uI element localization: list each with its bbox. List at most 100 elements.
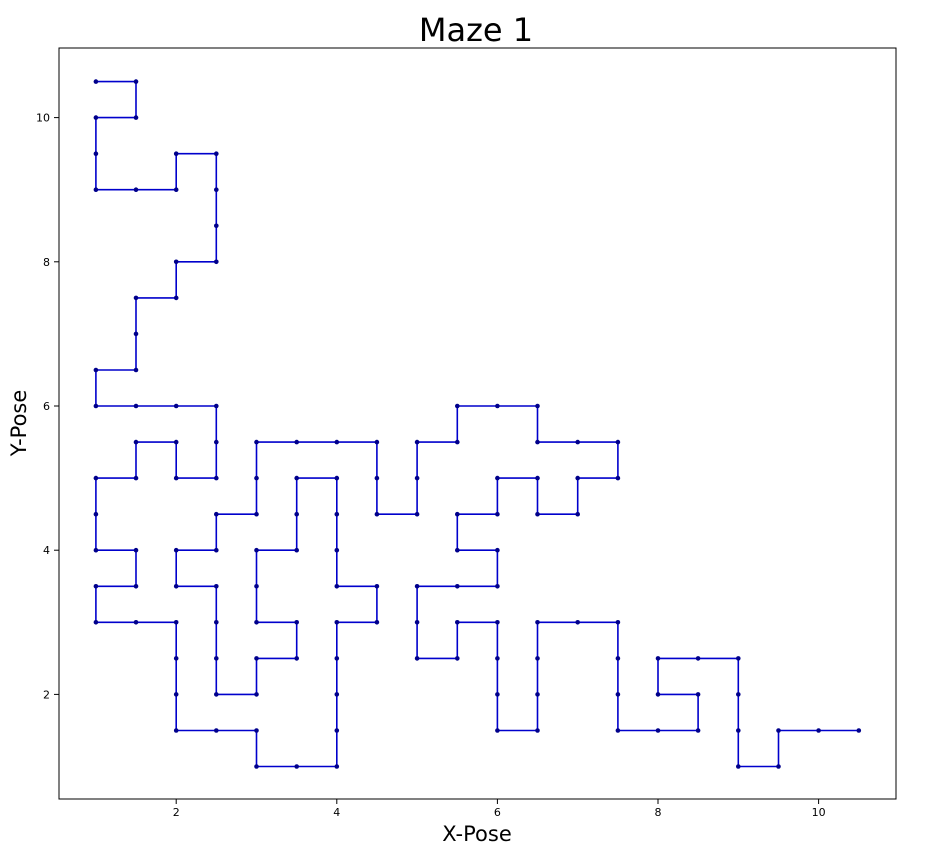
waypoint-marker (495, 584, 500, 589)
waypoint-marker (173, 692, 179, 697)
waypoint-marker (133, 367, 139, 373)
waypoint-marker (495, 475, 500, 481)
waypoint-marker (173, 295, 179, 301)
waypoint-marker (535, 511, 540, 517)
waypoint-marker (214, 620, 219, 625)
waypoint-marker (495, 547, 500, 553)
waypoint-marker (214, 475, 219, 481)
waypoint-marker (254, 620, 259, 625)
waypoint-marker (93, 187, 99, 192)
waypoint-marker (133, 547, 139, 553)
waypoint-marker (495, 656, 500, 661)
waypoint-marker (173, 728, 179, 733)
waypoint-marker (856, 728, 862, 733)
waypoint-marker (535, 439, 540, 445)
waypoint-marker (615, 439, 621, 445)
waypoint-marker (495, 728, 500, 733)
waypoint-marker (214, 403, 219, 409)
waypoint-marker (173, 403, 179, 409)
waypoint-marker (254, 475, 259, 481)
waypoint-marker (93, 511, 99, 517)
y-tick-label: 2 (43, 688, 50, 701)
waypoint-marker (93, 151, 99, 156)
waypoint-marker (334, 439, 340, 445)
waypoint-marker (334, 656, 340, 661)
waypoint-marker (93, 367, 99, 373)
waypoint-marker (173, 656, 179, 661)
waypoint-marker (173, 620, 179, 625)
waypoint-marker (173, 547, 179, 553)
waypoint-marker (695, 692, 701, 697)
axes-frame (58, 47, 897, 800)
waypoint-marker (374, 620, 380, 625)
waypoint-marker (93, 403, 99, 409)
waypoint-marker (173, 151, 179, 156)
waypoint-marker (294, 475, 300, 481)
waypoint-marker (214, 259, 219, 265)
waypoint-marker (214, 728, 219, 733)
y-tick-label: 8 (43, 256, 50, 269)
waypoint-marker (173, 584, 179, 589)
waypoint-marker (334, 620, 340, 625)
waypoint-marker (294, 764, 300, 769)
waypoint-marker (254, 728, 259, 733)
waypoint-marker (133, 295, 139, 301)
waypoint-marker (254, 764, 259, 769)
x-tick-label: 2 (173, 806, 180, 819)
waypoint-marker (133, 187, 139, 192)
waypoint-marker (455, 439, 460, 445)
waypoint-marker (93, 620, 99, 625)
waypoint-marker (736, 656, 741, 661)
waypoint-marker (615, 728, 621, 733)
waypoint-marker (776, 728, 781, 733)
waypoint-marker (214, 511, 219, 517)
waypoint-marker (414, 511, 420, 517)
waypoint-marker (695, 728, 701, 733)
waypoint-marker (254, 584, 259, 589)
y-axis-label: Y-Pose (7, 390, 31, 458)
waypoint-marker (535, 403, 540, 409)
waypoint-marker (655, 656, 661, 661)
y-tick-label: 4 (43, 544, 50, 557)
waypoint-marker (655, 728, 661, 733)
waypoint-marker (455, 547, 460, 553)
waypoint-marker (495, 620, 500, 625)
waypoint-marker (374, 439, 380, 445)
waypoint-marker (133, 403, 139, 409)
waypoint-marker (214, 584, 219, 589)
waypoint-marker (736, 728, 741, 733)
waypoint-marker (93, 547, 99, 553)
waypoint-marker (535, 620, 540, 625)
plot-area: 2 4 6 8 10 2 4 6 8 10 (36, 47, 897, 819)
waypoint-marker (334, 511, 340, 517)
waypoint-marker (214, 151, 219, 156)
path-line (95, 80, 859, 768)
waypoint-marker (414, 620, 420, 625)
waypoint-marker (214, 547, 219, 553)
waypoint-marker (615, 475, 621, 481)
x-tick-label: 8 (655, 806, 662, 819)
waypoint-marker (575, 511, 580, 517)
waypoint-marker (455, 656, 460, 661)
waypoint-marker (173, 187, 179, 192)
chart-title: Maze 1 (419, 11, 533, 49)
y-tick-label: 6 (43, 400, 50, 413)
waypoint-marker (334, 547, 340, 553)
waypoint-marker (455, 620, 460, 625)
waypoint-marker (173, 259, 179, 265)
waypoint-marker (294, 620, 300, 625)
waypoint-marker (575, 475, 580, 481)
waypoint-marker (214, 223, 219, 229)
x-axis-label: X-Pose (442, 822, 512, 846)
waypoint-marker (455, 403, 460, 409)
waypoint-marker (495, 403, 500, 409)
waypoint-marker (214, 187, 219, 192)
waypoint-marker (615, 656, 621, 661)
waypoint-marker (455, 584, 460, 589)
waypoint-marker (736, 764, 741, 769)
waypoint-marker (374, 475, 380, 481)
waypoint-marker (655, 692, 661, 697)
waypoint-marker (214, 692, 219, 697)
